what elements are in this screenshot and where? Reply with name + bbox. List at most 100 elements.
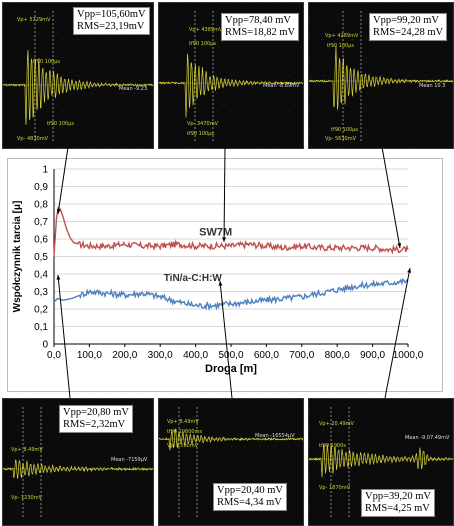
scope-vp-plus-label: Vp+ 4289mV <box>325 33 359 39</box>
scope-grid-dot <box>187 129 189 131</box>
x-tick-label: 100,0 <box>77 350 102 361</box>
scope-grid-dot <box>216 20 217 22</box>
scope-grid-dot <box>216 111 217 113</box>
x-tick-label: 300,0 <box>148 350 173 361</box>
scope-grid-dot <box>423 75 425 76</box>
scope-mean-label: Mean -9.07.49mV <box>405 435 450 441</box>
scope-grid-dot <box>288 93 289 95</box>
scope-grid-dot <box>77 477 79 479</box>
scope-grid-dot <box>216 38 217 40</box>
scope-cursor-b-label: tf90 100μs <box>331 127 359 133</box>
scope-grid-dot <box>323 20 324 22</box>
scope-grid-dot <box>423 111 425 113</box>
scope-grid-dot <box>351 414 353 416</box>
scope-vp-plus-label: Vp+ 8.49mV <box>167 419 199 425</box>
scope-grid-dot <box>438 414 439 416</box>
y-tick-label: 0 <box>42 340 48 351</box>
scope-grid-dot <box>351 129 353 131</box>
scope-cursor-a-label: tf90 100μs <box>327 43 355 49</box>
scope-grid-dot <box>47 38 49 40</box>
scope-grid-dot <box>409 477 411 479</box>
x-tick-label: 700,0 <box>289 350 314 361</box>
scope-grid-dot <box>366 430 367 431</box>
scope-vp-minus-label: Vp- 5630mV <box>325 136 357 142</box>
scope-grid-dot <box>92 508 94 510</box>
scope-grid-dot <box>438 430 439 431</box>
scope-grid-dot <box>351 20 353 22</box>
scope-grid-dot <box>259 414 261 416</box>
scope-grid-dot <box>351 56 353 58</box>
scope-grid-dot <box>366 414 367 416</box>
scope-grid-dot <box>107 111 109 113</box>
x-tick-label: 200,0 <box>112 350 137 361</box>
scope-vpp-value: Vpp=20,80 mV <box>63 407 130 418</box>
scope-vpp-value: Vpp=39,20 mV <box>365 491 432 502</box>
scope-grid-dot <box>288 129 289 131</box>
scope-grid-dot <box>92 461 94 463</box>
scope-grid-dot <box>323 493 324 494</box>
series-line-sw7m <box>53 206 409 257</box>
scope-grid-dot <box>288 414 289 416</box>
friction-chart-panel: 0 0,1 0,2 0,3 0,4 0,5 0,6 0,7 0,8 0,9 1 0,0 100,0 200… <box>7 158 443 392</box>
scope-grid-dot <box>137 56 139 58</box>
scope-cursor-a-label: tf90 1900s <box>319 443 347 449</box>
scope-grid-dot <box>173 493 174 494</box>
scope-grid-dot <box>323 461 324 463</box>
scope-grid-dot <box>77 38 79 40</box>
scope-grid-dot <box>173 20 174 22</box>
scope-grid-dot <box>288 111 289 113</box>
scope-grid-dot <box>351 477 353 479</box>
scope-grid-dot <box>351 38 353 40</box>
scope-grid-dot <box>122 75 124 76</box>
scope-grid-dot <box>259 111 261 113</box>
scope-grid-dot <box>216 414 217 416</box>
scope-grid-dot <box>323 93 324 95</box>
x-tick-label: 1000,0 <box>393 350 424 361</box>
scope-grid-dot <box>380 56 382 58</box>
scope-waveform <box>309 444 453 478</box>
scope-waveform <box>159 53 303 118</box>
scope-grid-dot <box>323 430 324 431</box>
scope-grid-dot <box>323 129 324 131</box>
scope-grid-dot <box>173 430 174 431</box>
scope-grid-dot <box>107 129 109 131</box>
scope-grid-dot <box>245 445 246 447</box>
scope-grid-dot <box>216 461 217 463</box>
series-label-tin-a-c-h-w: TiN/a-C:H:W <box>164 273 223 284</box>
scope-grid-dot <box>187 20 189 22</box>
scope-vpp-value: Vpp=78,40 mV <box>225 15 292 26</box>
scope-grid-dot <box>62 508 64 510</box>
scope-grid-dot <box>380 129 382 131</box>
scope-grid-dot <box>259 430 261 431</box>
scope-grid-dot <box>107 508 109 510</box>
scope-grid-dot <box>245 129 246 131</box>
scope-rms-value: RMS=4,25 mV <box>365 503 430 514</box>
scope-waveform <box>3 459 153 479</box>
scope-grid-dot <box>77 508 79 510</box>
scope-cursor-b-label: tf90 100μs <box>187 131 215 137</box>
scope-grid-dot <box>337 477 339 479</box>
scope-grid-dot <box>351 430 353 431</box>
scope-waveform <box>309 45 453 110</box>
scope-grid-dot <box>351 508 353 510</box>
scope-grid-dot <box>438 111 439 113</box>
scope-grid-dot <box>409 75 411 76</box>
scope-reading-box: Vpp=78,40 mV RMS=18,82 mV <box>221 13 300 41</box>
scope-cursor-b-label: tf90 100μs <box>47 121 75 127</box>
scope-vp-minus-label: Vp- 4830mV <box>17 136 49 142</box>
scope-grid-dot <box>245 477 246 479</box>
scope-grid-dot <box>77 129 79 131</box>
scope-grid-dot <box>216 445 217 447</box>
scope-grid-dot <box>201 56 203 58</box>
scope-grid-dot <box>409 414 411 416</box>
scope-grid-dot <box>47 493 49 494</box>
scope-grid-dot <box>259 477 261 479</box>
scope-grid-dot <box>137 430 139 431</box>
scope-grid-dot <box>173 508 174 510</box>
scope-grid-dot <box>47 445 49 447</box>
scope-grid-dot <box>201 414 203 416</box>
oscilloscope-trace <box>3 399 153 525</box>
scope-grid-dot <box>77 493 79 494</box>
scope-grid-dot <box>337 430 339 431</box>
scope-grid-dot <box>201 461 203 463</box>
